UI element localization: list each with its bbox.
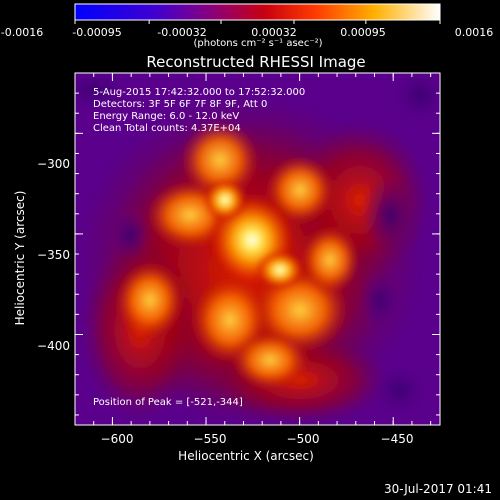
x-tick-label: −550 <box>193 432 227 446</box>
peak-position-label: Position of Peak = [-521,-344] <box>93 397 243 408</box>
colorbar-tick-label: 0.00032 <box>251 26 297 39</box>
info-time-range: 5-Aug-2015 17:42:32.000 to 17:52:32.000 <box>93 87 306 98</box>
colorbar-tick-label: -0.00032 <box>157 26 207 39</box>
axis-ticks <box>75 73 440 425</box>
colorbar-gradient <box>74 3 441 21</box>
colorbar-tick-label: -0.00095 <box>72 26 122 39</box>
x-tick-label: −500 <box>286 432 320 446</box>
y-axis-label: Heliocentric Y (arcsec) <box>13 190 27 326</box>
y-tick-label: −350 <box>37 248 70 262</box>
info-energy-range: Energy Range: 6.0 - 12.0 keV <box>93 111 240 122</box>
y-tick-label: −400 <box>37 339 70 353</box>
plot-frame <box>74 72 441 426</box>
colorbar-ticks <box>74 20 441 24</box>
y-tick-label: −300 <box>37 157 70 171</box>
colorbar-units: (photons cm⁻² s⁻¹ asec⁻²) <box>193 38 323 49</box>
datestamp: 30-Jul-2017 01:41 <box>383 482 492 496</box>
image-map <box>75 73 440 425</box>
info-detectors: Detectors: 3F 5F 6F 7F 8F 9F, Att 0 <box>93 99 268 110</box>
x-tick-label: −450 <box>380 432 414 446</box>
colorbar <box>74 3 441 24</box>
plot-title: Reconstructed RHESSI Image <box>146 53 366 71</box>
colorbar-tick-label: 0.00095 <box>340 26 386 39</box>
x-tick-label: −600 <box>100 432 134 446</box>
colorbar-tick-label: 0.0016 <box>454 26 494 39</box>
info-clean-counts: Clean Total counts: 4.37E+04 <box>93 123 241 134</box>
x-axis-label: Heliocentric X (arcsec) <box>178 449 314 463</box>
colorbar-tick-label: -0.0016 <box>0 26 44 39</box>
